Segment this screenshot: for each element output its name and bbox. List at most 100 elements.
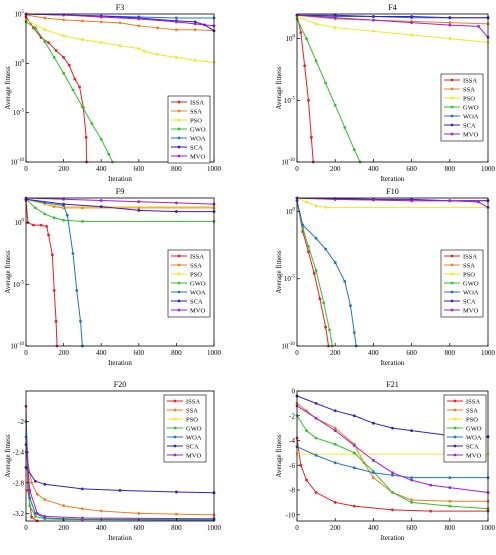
series-point-ssa [448,21,452,25]
series-point-sca [34,479,37,483]
y-tick-label: 10-10 [10,342,24,351]
series-point-woa [333,261,337,264]
legend-marker-woa [450,114,454,118]
series-point-gwo [448,504,452,508]
series-point-mvo [448,199,452,203]
series-point-mvo [81,516,84,520]
series-point-mvo [137,17,141,21]
series-point-ssa [81,19,84,23]
x-tick-label: 400 [96,524,107,532]
legend-label-woa: WOA [466,434,482,441]
y-tick-label: -6 [289,462,295,470]
series-point-gwo [81,105,84,109]
series-point-mvo [410,199,413,203]
series-point-pso [448,37,452,41]
series-point-mvo [62,197,65,201]
series-point-mvo [28,489,32,492]
legend-marker-pso [177,272,181,276]
y-tick-label: 10-10 [10,158,24,167]
legend-label-pso: PSO [466,416,478,423]
x-axis-label: Iteration [108,359,132,367]
series-point-ssa [137,511,141,515]
legend-label-pso: PSO [190,117,202,124]
series-point-gwo [90,122,94,125]
chart-title: F3 [116,3,124,12]
legend-label-issa: ISSA [463,77,477,84]
series-point-mvo [372,18,375,22]
series-point-mvo [372,198,375,202]
series-point-pso [372,29,375,33]
series-point-gwo [301,226,305,230]
legend-label-ssa: SSA [186,407,198,414]
plot-frame [25,13,215,163]
x-tick-label: 1000 [207,524,222,532]
series-point-pso [410,33,413,37]
series-point-gwo [391,491,394,494]
y-tick-label: -2 [18,418,24,426]
series-point-issa [324,325,328,329]
legend-label-woa: WOA [190,135,206,142]
series-point-pso [314,204,318,208]
series-point-mvo [333,16,337,20]
legend-label-woa: WOA [463,289,479,296]
legend-marker-gwo [177,281,181,285]
legend-label-woa: WOA [186,434,202,441]
x-tick-label: 0 [24,349,28,357]
series-point-ssa [62,504,65,508]
series-point-issa [307,250,310,254]
legend-marker-sca [450,123,454,127]
series-point-gwo [352,451,356,455]
series-point-mvo [410,478,413,482]
chart-panel-f4: F4 0 200 400 600 800 1000 100 10-5 10-10 Iteration… [275,3,496,183]
chart-panel-f10: F10 0 200 400 600 800 1000 100 10-5 10-10 Iteratio… [275,187,496,367]
series-point-gwo [52,216,56,220]
series-point-gwo [410,501,413,504]
series-point-gwo [314,59,318,63]
series-point-sca [448,16,452,20]
series-point-gwo [34,206,37,210]
legend-label-woa: WOA [463,113,479,120]
series-point-ssa [372,476,375,480]
series-point-gwo [343,126,347,129]
series-line-mvo [297,405,488,494]
legend-marker-pso [450,96,454,100]
series-point-pso [305,200,308,204]
series-point-woa [448,476,452,480]
series-point-issa [50,253,54,257]
legend: ISSA SSA PSO GWO WOA SCA MVO [163,394,207,463]
series-point-issa [307,98,310,102]
series-point-pso [333,26,337,29]
series-point-mvo [477,24,480,28]
series-point-ssa [43,16,47,20]
x-tick-label: 600 [406,524,417,532]
series-point-gwo [305,37,308,41]
y-tick-label: 10-5 [13,280,25,289]
series-point-gwo [314,436,318,440]
x-tick-label: 600 [406,165,417,173]
legend-label-gwo: GWO [186,425,202,432]
series-point-pso [81,38,84,42]
x-tick-label: 0 [295,349,299,357]
legend-marker-issa [177,254,181,258]
series-point-pso [137,47,141,50]
series-point-issa [309,135,313,139]
legend-label-sca: SCA [463,122,476,129]
legend-label-mvo: MVO [190,307,205,314]
y-tick-label: 100 [15,59,25,68]
series-point-gwo [305,429,308,433]
series-point-woa [301,223,305,227]
series-point-woa [333,461,337,465]
series-point-issa [352,504,356,508]
series-point-issa [78,85,81,89]
series-point-sca [410,429,413,433]
chart-panel-f3: F3 0 200 400 600 800 1000 105 100 10-5 10-10 Iterat… [4,3,222,183]
legend-label-mvo: MVO [190,153,205,160]
series-point-gwo [352,148,356,152]
series-point-woa [410,476,413,480]
legend-marker-pso [177,118,181,122]
chart-title: F10 [386,187,398,196]
x-tick-label: 0 [24,524,28,532]
chart-title: F4 [388,3,396,12]
chart-panel-f9: F9 0 200 400 600 800 1000 100 10-5 10-10 Iteration… [4,187,222,367]
